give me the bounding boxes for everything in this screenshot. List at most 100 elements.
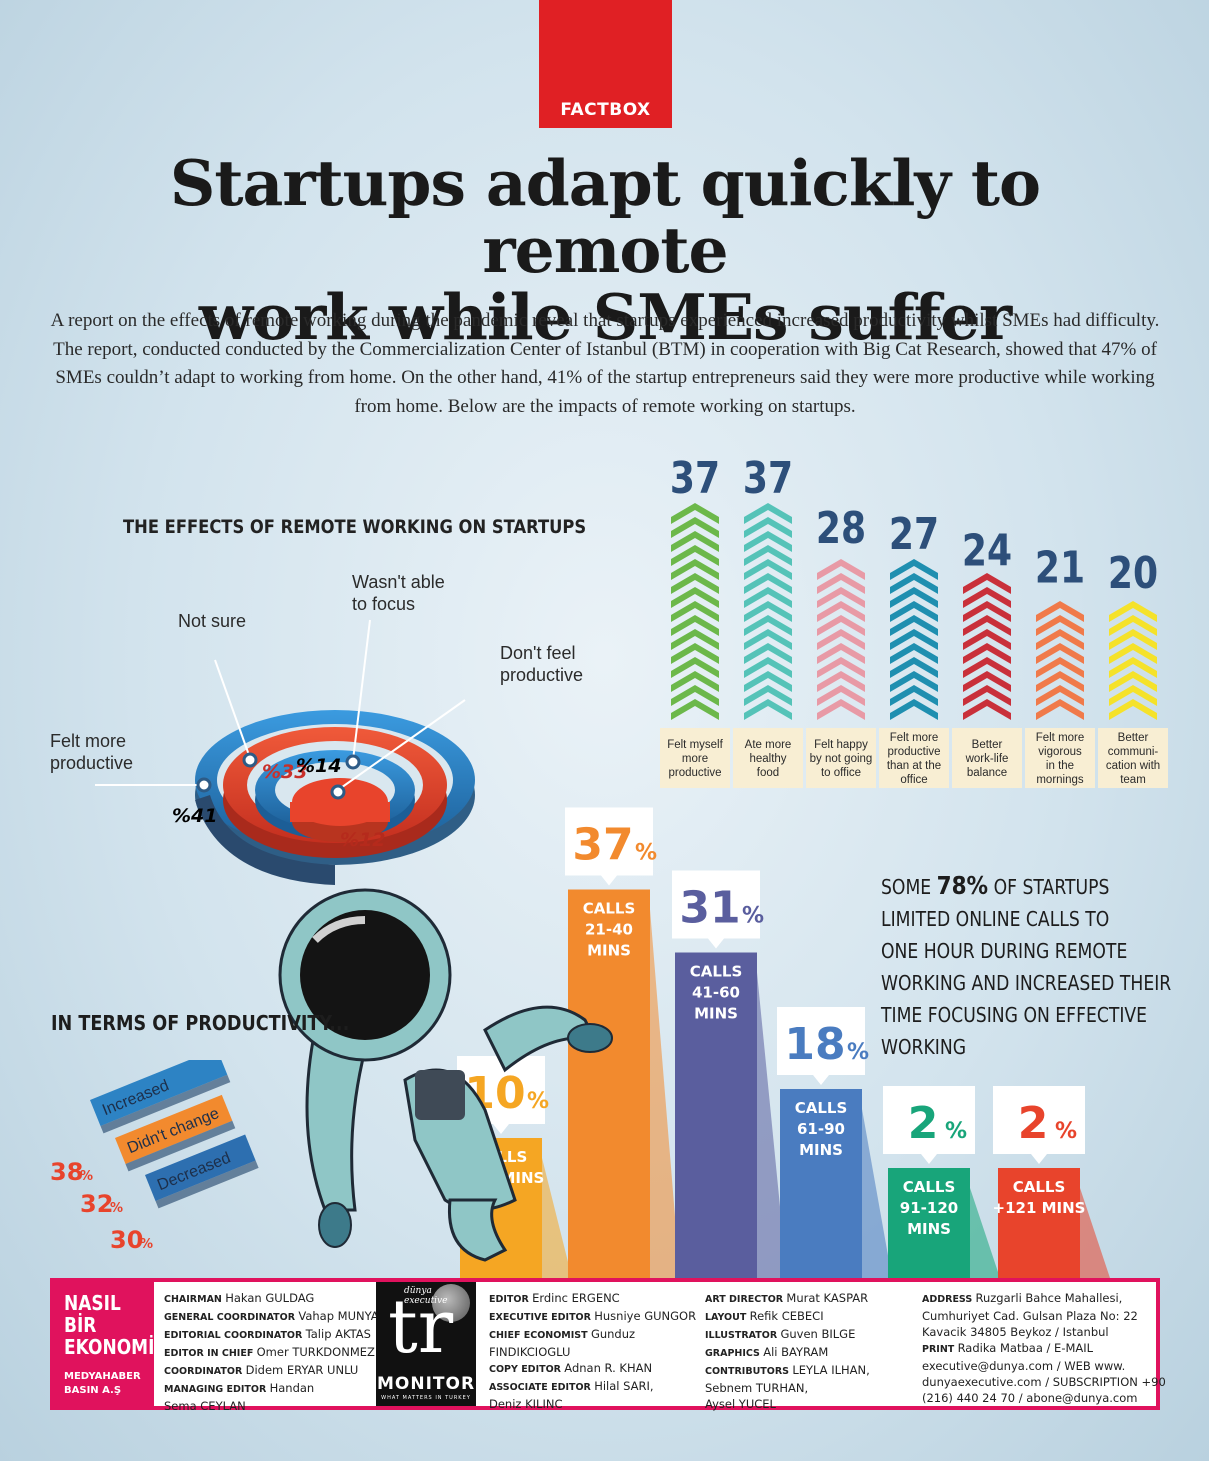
masthead-name: Murat KASPAR [786, 1291, 869, 1305]
impacts-chevron-chart: 37 Felt myself more productive 37 Ate more hea… [660, 453, 1168, 788]
spiral-dark-band [195, 795, 335, 885]
chevron-category-label: Felt happy [814, 739, 868, 751]
chevron-value-label: 20 [1108, 549, 1158, 599]
masthead-name: Omer TURKDONMEZ [256, 1345, 375, 1359]
masthead-name: Guven BILGE [780, 1327, 856, 1341]
masthead-line: COORDINATOR Didem ERYAR UNLU [164, 1362, 374, 1380]
astronaut-visor [300, 910, 430, 1040]
masthead-name: dunyaexecutive.com / SUBSCRIPTION +90 [922, 1375, 1166, 1389]
masthead-name: Sema CEYLAN [164, 1399, 246, 1413]
chevron-label-card [879, 728, 949, 788]
masthead-line: CHIEF ECONOMIST Gunduz [489, 1326, 699, 1344]
masthead-line: CONTRIBUTORS LEYLA ILHAN, [705, 1362, 915, 1380]
calls-value-unit: % [527, 1089, 549, 1114]
masthead-name: Gunduz [590, 1327, 636, 1341]
chevron-bar [1036, 601, 1084, 720]
masthead-line: ILLUSTRATOR Guven BILGE [705, 1326, 915, 1344]
chevron-category-label: to office [821, 767, 861, 779]
masthead-name: Kavacik 34805 Beykoz / Istanbul [922, 1325, 1109, 1339]
chevron-category-label: than at the [887, 760, 941, 772]
calls-value-label: 18 [784, 1019, 845, 1070]
chevron-category-label: communi- [1108, 746, 1159, 758]
calls-bar [998, 1168, 1110, 1278]
chevron-bar [817, 559, 865, 720]
calls-callout: SOME 78% OF STARTUPS LIMITED ONLINE CALL… [881, 870, 1171, 1063]
masthead-line: ADDRESS Ruzgarli Bahce Mahallesi, [922, 1290, 1157, 1308]
logo-small-text: dünya executive [404, 1286, 448, 1306]
calls-value-unit: % [1055, 1119, 1077, 1144]
masthead-line: EXECUTIVE EDITOR Husniye GUNGOR [489, 1308, 699, 1326]
masthead-line: FINDIKCIOGLU [489, 1344, 699, 1360]
pointer-dot-felt-productive [196, 777, 212, 793]
chevron-category-label: vigorous [1038, 746, 1082, 758]
calls-value-unit: % [945, 1119, 967, 1144]
chevron-category-label: more [682, 753, 708, 765]
chevron-category-label: Felt more [890, 732, 939, 744]
effects-spiral-chart: %41 %33 %14 %12 [95, 619, 475, 885]
productivity-heading: IN TERMS OF PRODUCTIVITY... [51, 1010, 349, 1037]
chevron-category-label: work-life [965, 753, 1009, 765]
chevron-category-label: healthy [749, 753, 786, 765]
publisher-brand: NASIL BİR EKONOMİ MEDYAHABER BASIN A.Ş [54, 1282, 154, 1406]
chevron-category-label: Felt myself [667, 739, 723, 751]
masthead-column-1: CHAIRMAN Hakan GULDAG GENERAL COORDINATOR… [164, 1290, 387, 1414]
masthead-name: Didem ERYAR UNLU [245, 1363, 359, 1377]
calls-bar [780, 1089, 892, 1278]
title-line-1: Startups adapt quickly to remote [169, 146, 1041, 287]
masthead-name: Hilal SARI, [594, 1379, 654, 1393]
productivity-value-unit: % [80, 1169, 93, 1184]
calls-category-label: CALLS [690, 963, 743, 981]
brand-sub: MEDYAHABER [64, 1371, 141, 1382]
calls-category-label: +121 MINS [993, 1199, 1086, 1217]
callout-bold-stat: 78% [936, 871, 989, 900]
productivity-value-unit: % [110, 1201, 123, 1216]
masthead-line: MANAGING EDITOR Handan [164, 1380, 374, 1398]
chevron-value-label: 21 [1035, 543, 1085, 593]
masthead-name: Talip AKTAS [305, 1327, 371, 1341]
calls-value-card [672, 870, 760, 939]
visor-highlight [312, 916, 366, 943]
title-line-2: work while SMEs suffer [198, 280, 1012, 354]
calls-value-card [883, 1086, 975, 1154]
chevron-value-label: 37 [670, 453, 720, 503]
logo-main-text: tr [388, 1284, 454, 1370]
chevron-value-label: 27 [889, 509, 939, 559]
masthead-line: dunyaexecutive.com / SUBSCRIPTION +90 [922, 1374, 1166, 1390]
chevron-category-label: office [900, 774, 927, 786]
chevron-label-card [660, 728, 730, 788]
masthead-name: LEYLA ILHAN, [792, 1363, 870, 1377]
spiral-category-label: Wasn't able to focus [352, 572, 445, 614]
calls-category-label: MINS [799, 1141, 843, 1159]
masthead-role: EDITOR [489, 1294, 533, 1305]
masthead-name: Sebnem TURHAN, [705, 1381, 809, 1395]
page-title: Startups adapt quickly to remote work wh… [60, 150, 1150, 351]
masthead-line: COPY EDITOR Adnan R. KHAN [489, 1360, 699, 1378]
masthead-column-3: ART DIRECTOR Murat KASPAR LAYOUT Refik CE… [705, 1290, 915, 1412]
spiral-category-label: Felt more productive [50, 731, 134, 773]
masthead-name: Husniye GUNGOR [594, 1309, 697, 1323]
chevron-bar [744, 503, 792, 720]
calls-category-label: 91-120 [900, 1199, 958, 1217]
masthead-role: LAYOUT [705, 1312, 750, 1323]
chevron-category-label: productive [887, 746, 940, 758]
masthead-role: EDITOR IN CHIEF [164, 1348, 257, 1359]
chevron-category-label: by not going [810, 753, 873, 765]
masthead-line: EDITOR Erdinc ERGENC [489, 1290, 699, 1308]
masthead-line: (216) 440 24 70 / abone@dunya.com [922, 1390, 1157, 1406]
astronaut-leg [447, 1198, 508, 1262]
masthead-footer: NASIL BİR EKONOMİ MEDYAHABER BASIN A.Ş C… [50, 1278, 1166, 1413]
masthead-line: GRAPHICS Ali BAYRAM [705, 1344, 915, 1362]
masthead-line: ASSOCIATE EDITOR Hilal SARI, [489, 1378, 699, 1396]
masthead-line: Sema CEYLAN [164, 1398, 374, 1414]
chevron-label-card [806, 728, 876, 788]
pointer-dot-no-focus [345, 754, 361, 770]
calls-value-label: 31 [679, 883, 740, 934]
callout-line: WORKING [881, 1035, 967, 1059]
chevron-label-card [1025, 728, 1095, 788]
calls-category-label: CALLS [795, 1099, 848, 1117]
masthead-name: Deniz KILINC [489, 1397, 563, 1411]
calls-category-label: MINS [907, 1220, 951, 1238]
calls-category-label: 61-90 [797, 1120, 845, 1138]
logo-tagline: WHAT MATTERS IN TURKEY [381, 1395, 471, 1401]
